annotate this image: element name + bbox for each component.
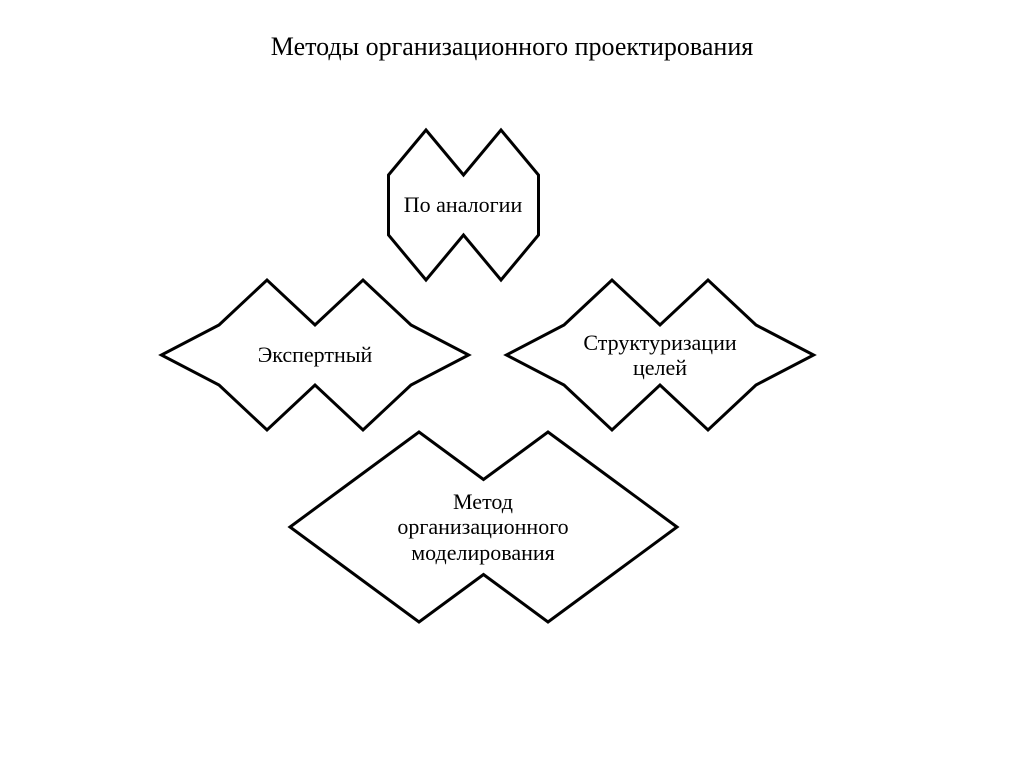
node-modeling: Метод организационного моделирования (268, 432, 698, 622)
diagram-canvas: Методы организационного проектирования П… (0, 0, 1024, 768)
starburst-icon (161, 356, 806, 698)
diagram-title: Методы организационного проектирования (0, 32, 1024, 62)
